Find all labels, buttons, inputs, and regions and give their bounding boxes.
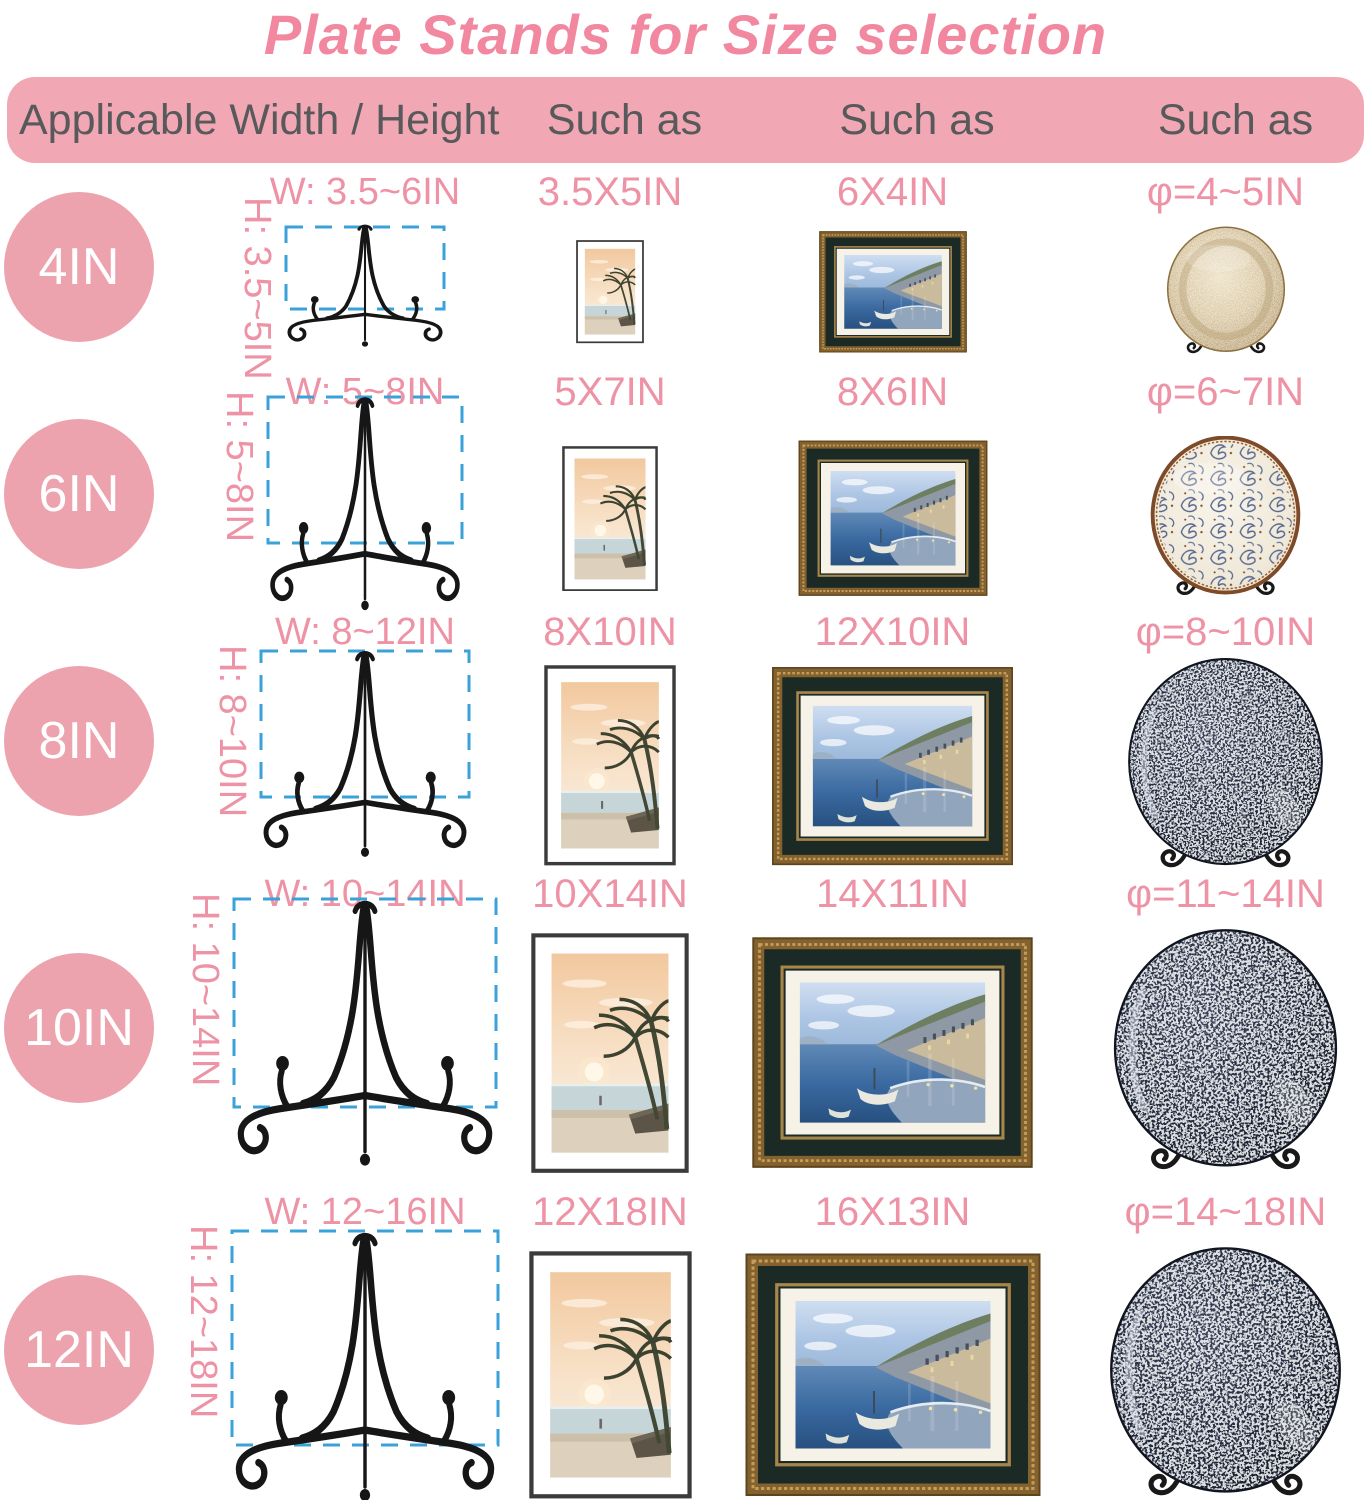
plate-cell: φ=14~18IN	[1080, 1187, 1371, 1500]
photo-cell: 10X14IN	[515, 869, 705, 1187]
size-circle-cell: 6IN	[0, 367, 215, 620]
photo-size-label: 8X10IN	[543, 610, 677, 654]
framed-harbor-painting	[818, 230, 968, 354]
size-row-12in: 12IN W: 12~16IN H: 12~18IN 12X18IN 16X13…	[0, 1187, 1371, 1500]
header-such-as-painting: Such as	[839, 95, 995, 144]
height-range-label: H: 5~8IN	[218, 391, 260, 543]
stand-cell: W: 5~8IN H: 5~8IN	[215, 367, 515, 620]
photo-size-label: 10X14IN	[532, 872, 688, 916]
stand-diagram: H: 10~14IN	[184, 893, 498, 1177]
plate-diameter-label: φ=14~18IN	[1124, 1190, 1327, 1234]
size-badge: 6IN	[4, 418, 154, 569]
photo-cell: 5X7IN	[515, 367, 705, 620]
painting-cell: 6X4IN	[705, 167, 1080, 367]
size-circle-cell: 12IN	[0, 1187, 215, 1500]
framed-beach-photo	[531, 933, 689, 1173]
size-circle-cell: 8IN	[0, 607, 215, 874]
stand-cell: W: 3.5~6IN H: 3.5~5IN	[215, 167, 515, 380]
framed-harbor-painting	[743, 1251, 1043, 1499]
stand-cell: W: 12~16IN H: 12~18IN	[182, 1187, 515, 1500]
photo-size-label: 12X18IN	[532, 1190, 688, 1234]
painting-size-label: 16X13IN	[814, 1190, 971, 1234]
plate-cell: φ=8~10IN	[1080, 607, 1371, 874]
navy-speckled-plate	[1108, 928, 1343, 1177]
easel-stand-icon	[224, 893, 506, 1173]
plate-cell: φ=6~7IN	[1080, 367, 1371, 620]
framed-harbor-painting	[770, 665, 1015, 867]
photo-cell: 3.5X5IN	[515, 167, 705, 367]
size-rows: 4IN W: 3.5~6IN H: 3.5~5IN 3.5X5IN 6X4IN …	[0, 167, 1371, 1500]
framed-beach-photo	[529, 1251, 692, 1499]
framed-beach-photo	[544, 665, 676, 866]
height-range-label: H: 12~18IN	[182, 1225, 224, 1419]
plate-diameter-label: φ=4~5IN	[1146, 170, 1305, 214]
painting-size-label: 6X4IN	[836, 170, 949, 214]
size-badge-label: 12IN	[24, 1320, 134, 1379]
framed-beach-photo	[576, 240, 644, 343]
easel-stand-icon	[260, 391, 470, 616]
navy-speckled-plate	[1123, 657, 1328, 874]
tan-speckled-plate	[1164, 226, 1288, 357]
easel-stand-icon	[253, 645, 478, 863]
framed-beach-photo	[562, 446, 658, 592]
header-such-as-plate: Such as	[1157, 95, 1314, 144]
plate-diameter-label: φ=11~14IN	[1126, 872, 1325, 916]
plate-diameter-label: φ=6~7IN	[1146, 370, 1305, 414]
width-range-label: W: 8~12IN	[275, 611, 455, 653]
height-range-label: H: 8~10IN	[211, 645, 253, 818]
size-row-8in: 8IN W: 8~12IN H: 8~10IN 8X10IN 12X10IN φ…	[0, 607, 1371, 869]
size-badge-label: 6IN	[38, 464, 120, 523]
painting-cell: 14X11IN	[705, 869, 1080, 1187]
stand-diagram: H: 5~8IN	[218, 391, 464, 620]
size-badge-label: 4IN	[38, 238, 120, 296]
size-row-4in: 4IN W: 3.5~6IN H: 3.5~5IN 3.5X5IN 6X4IN …	[0, 167, 1371, 380]
photo-size-label: 5X7IN	[554, 370, 666, 414]
stand-diagram: H: 3.5~5IN	[236, 197, 446, 380]
framed-harbor-painting	[750, 935, 1035, 1170]
size-circle-cell: 4IN	[0, 167, 215, 367]
painting-size-label: 14X11IN	[816, 872, 969, 916]
framed-harbor-painting	[797, 439, 989, 597]
size-row-10in: 10IN W: 10~14IN H: 10~14IN 10X14IN 14X11…	[0, 869, 1371, 1187]
width-range-label: W: 3.5~6IN	[269, 171, 461, 213]
stand-cell: W: 8~12IN H: 8~10IN	[211, 607, 515, 874]
stand-cell: W: 10~14IN H: 10~14IN	[184, 869, 515, 1187]
size-circle-cell: 10IN	[0, 869, 215, 1187]
painting-cell: 16X13IN	[705, 1187, 1080, 1500]
height-range-label: H: 3.5~5IN	[236, 197, 278, 380]
photo-size-label: 3.5X5IN	[537, 170, 683, 214]
plate-diameter-label: φ=8~10IN	[1135, 610, 1316, 654]
height-range-label: H: 10~14IN	[184, 893, 226, 1087]
page-title: Plate Stands for Size selection	[263, 3, 1108, 66]
navy-speckled-plate	[1104, 1246, 1347, 1500]
painting-size-label: 12X10IN	[814, 610, 971, 654]
stand-diagram: H: 12~18IN	[182, 1225, 500, 1500]
easel-stand-icon	[279, 221, 451, 350]
size-badge: 10IN	[4, 953, 154, 1103]
header-applicable-size: Applicable Width / Height	[19, 95, 500, 144]
painting-cell: 12X10IN	[705, 607, 1080, 874]
size-row-6in: 6IN W: 5~8IN H: 5~8IN 5X7IN 8X6IN φ=6~7I…	[0, 367, 1371, 607]
painting-size-label: 8X6IN	[836, 370, 949, 414]
photo-cell: 8X10IN	[515, 607, 705, 874]
size-badge: 8IN	[4, 665, 154, 816]
plate-cell: φ=4~5IN	[1080, 167, 1371, 367]
size-badge-label: 8IN	[38, 711, 120, 770]
table-header-bar: Applicable Width / Height Such as Such a…	[7, 77, 1364, 163]
stand-diagram: H: 8~10IN	[211, 645, 471, 867]
blue-floral-plate	[1148, 436, 1303, 600]
painting-cell: 8X6IN	[705, 367, 1080, 620]
dashed-size-box	[232, 897, 498, 1109]
easel-stand-icon	[222, 1225, 508, 1500]
width-range-label: W: 12~16IN	[264, 1191, 466, 1233]
dashed-size-box	[259, 649, 471, 799]
plate-cell: φ=11~14IN	[1080, 869, 1371, 1187]
size-badge: 4IN	[4, 192, 154, 342]
header-such-as-photo: Such as	[546, 95, 703, 144]
size-badge-label: 10IN	[24, 999, 134, 1057]
photo-cell: 12X18IN	[515, 1187, 705, 1500]
size-badge: 12IN	[4, 1274, 154, 1425]
